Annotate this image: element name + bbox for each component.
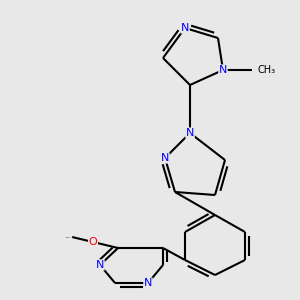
Text: N: N [144,278,152,288]
Text: N: N [96,260,104,270]
Text: O: O [88,237,98,247]
Text: N: N [161,153,169,163]
Text: N: N [186,128,194,138]
Text: methoxy: methoxy [66,236,72,238]
Text: N: N [181,23,189,33]
Text: CH₃: CH₃ [257,65,275,75]
Text: N: N [219,65,227,75]
